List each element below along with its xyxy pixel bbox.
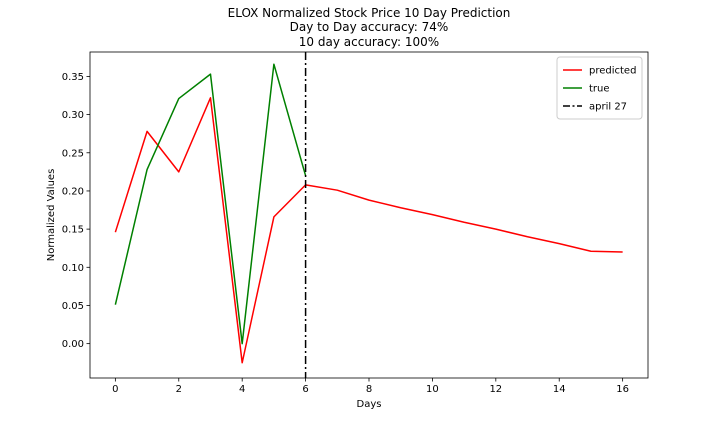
legend-label-april-27: april 27	[589, 102, 627, 113]
x-tick-label: 14	[553, 384, 566, 395]
y-tick-label: 0.35	[62, 72, 84, 83]
x-tick-label: 2	[176, 384, 182, 395]
title-line-1: ELOX Normalized Stock Price 10 Day Predi…	[228, 6, 511, 20]
y-tick-label: 0.05	[62, 301, 84, 312]
x-tick-label: 4	[239, 384, 245, 395]
x-tick-label: 12	[489, 384, 502, 395]
x-tick-label: 16	[616, 384, 629, 395]
x-tick-label: 8	[366, 384, 372, 395]
x-axis: 0 2 4 6 8 10 12 14 16	[112, 378, 629, 395]
y-tick-label: 0.10	[62, 263, 84, 274]
series-line-predicted	[114, 97, 623, 364]
y-tick-label: 0.15	[62, 225, 84, 236]
chart-title: ELOX Normalized Stock Price 10 Day Predi…	[228, 6, 511, 49]
legend-box	[556, 56, 643, 120]
legend: predicted true april 27	[556, 56, 643, 120]
x-tick-label: 6	[302, 384, 308, 395]
y-tick-label: 0.25	[62, 148, 84, 159]
legend-label-predicted: predicted	[589, 66, 636, 77]
x-axis-label: Days	[357, 399, 382, 410]
series-line-true	[114, 63, 307, 345]
y-tick-label: 0.30	[62, 110, 84, 121]
y-tick-label: 0.20	[62, 186, 84, 197]
title-line-2: Day to Day accuracy: 74%	[290, 20, 449, 34]
x-tick-label: 10	[426, 384, 439, 395]
x-tick-label: 0	[112, 384, 118, 395]
legend-label-true: true	[589, 84, 610, 95]
y-axis: 0.00 0.05 0.10 0.15 0.20 0.25 0.30 0.35	[62, 72, 90, 350]
y-axis-label: Normalized Values	[46, 169, 57, 262]
title-line-3: 10 day accuracy: 100%	[299, 35, 439, 49]
y-tick-label: 0.00	[62, 339, 84, 350]
